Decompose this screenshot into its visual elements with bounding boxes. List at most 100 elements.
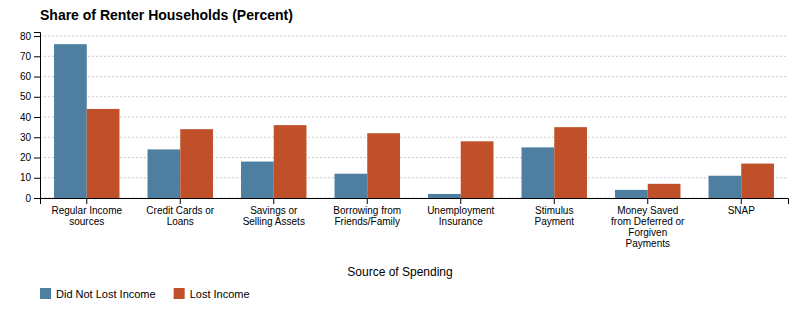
x-tick-label: SNAP	[728, 205, 756, 216]
x-tick-mark	[86, 198, 87, 204]
grid-line	[40, 36, 788, 37]
grid	[40, 36, 788, 198]
x-tick-label-line: Unemployment	[427, 205, 494, 216]
y-tick-mark	[34, 36, 40, 37]
y-tick: 70	[20, 51, 40, 62]
x-tick-mark	[554, 198, 555, 204]
y-tick-label: 40	[20, 112, 32, 123]
x-tick: StimulusPayment	[535, 198, 575, 227]
y-tick-label: 50	[20, 91, 32, 102]
y-tick: 10	[20, 172, 40, 183]
x-tick-mark	[647, 198, 648, 204]
x-tick: Borrowing fromFriends/Family	[333, 198, 401, 227]
x-tick-label: Savings orSelling Assets	[243, 205, 305, 227]
x-tick-label: Borrowing fromFriends/Family	[333, 205, 401, 227]
x-tick-mark	[460, 198, 461, 204]
bar	[648, 184, 681, 198]
x-tick-label-line: Insurance	[439, 216, 483, 227]
x-tick-label-line: from Deferred or	[611, 216, 685, 227]
grid-line	[40, 137, 788, 138]
bars	[54, 44, 774, 198]
y-tick-label: 70	[20, 51, 32, 62]
y-tick-mark	[34, 117, 40, 118]
x-tick: Regular Incomesources	[51, 198, 122, 227]
x-tick-label-line: Selling Assets	[243, 216, 305, 227]
y-axis-line	[34, 33, 41, 199]
x-tick: Money Savedfrom Deferred orForgivenPayme…	[611, 198, 685, 249]
y-tick-mark	[34, 56, 40, 57]
x-tick-label: StimulusPayment	[535, 205, 575, 227]
bar-series	[54, 44, 741, 198]
x-tick-label-line: Friends/Family	[334, 216, 400, 227]
y-tick-label: 20	[20, 152, 32, 163]
bar	[461, 141, 494, 198]
legend: Did Not Lost Income Lost Income	[40, 288, 250, 300]
bar	[428, 194, 461, 198]
y-tick: 80	[20, 31, 40, 42]
bar	[741, 164, 774, 198]
x-tick-label: Money Savedfrom Deferred orForgivenPayme…	[611, 205, 685, 249]
x-tick-label-line: sources	[69, 216, 104, 227]
y-tick-mark	[34, 77, 40, 78]
x-axis-title: Source of Spending	[347, 265, 452, 279]
bar	[615, 190, 648, 198]
x-tick-mark	[741, 198, 742, 204]
bar	[54, 44, 87, 198]
legend-label: Did Not Lost Income	[56, 288, 156, 300]
grid-line	[40, 96, 788, 97]
y-tick-label: 80	[20, 31, 32, 42]
y-tick: 30	[20, 132, 40, 143]
x-tick-label-line: Payments	[626, 238, 670, 249]
x-tick-label-line: Money Saved	[617, 205, 678, 216]
bar	[148, 149, 181, 198]
y-axis: 0 10 20 30 40 50 60 70 80	[20, 31, 41, 204]
x-tick-label: UnemploymentInsurance	[427, 205, 494, 227]
x-tick-label-line: Savings or	[250, 205, 298, 216]
x-tick-label-line: Stimulus	[535, 205, 573, 216]
x-tick: UnemploymentInsurance	[427, 198, 494, 227]
x-axis-line	[41, 199, 789, 205]
x-tick-label: Credit Cards orLoans	[146, 205, 214, 227]
grid-line	[40, 117, 788, 118]
bar	[709, 176, 742, 198]
y-tick-mark	[34, 198, 40, 199]
x-axis: Regular Incomesources Credit Cards orLoan…	[41, 198, 789, 249]
y-tick-mark	[34, 178, 40, 179]
x-tick: Savings orSelling Assets	[243, 198, 305, 227]
bar	[87, 109, 120, 198]
legend-item: Lost Income	[174, 288, 250, 300]
bar	[367, 133, 400, 198]
y-tick-mark	[34, 158, 40, 159]
x-tick-label-line: Payment	[535, 216, 575, 227]
grid-line	[40, 76, 788, 77]
x-tick-label-line: Credit Cards or	[146, 205, 214, 216]
bar-series	[87, 109, 774, 198]
legend-swatch	[40, 288, 51, 299]
legend-item: Did Not Lost Income	[40, 288, 156, 300]
plot: 0 10 20 30 40 50 60 70 80 Regular Incomesources Cr…	[20, 31, 789, 249]
y-tick-mark	[34, 137, 40, 138]
y-tick: 60	[20, 71, 40, 82]
y-tick: 40	[20, 112, 40, 123]
legend-label: Lost Income	[190, 288, 250, 300]
y-tick-label: 0	[25, 193, 31, 204]
y-tick-label: 10	[20, 172, 32, 183]
x-tick-mark	[180, 198, 181, 204]
x-tick-label-line: Forgiven	[628, 227, 667, 238]
x-tick-label: Regular Incomesources	[51, 205, 122, 227]
bar	[335, 174, 368, 198]
y-tick: 50	[20, 91, 40, 102]
x-tick-label-line: Borrowing from	[333, 205, 401, 216]
title: Share of Renter Households (Percent)	[40, 7, 293, 23]
legend-swatch	[174, 288, 185, 299]
y-tick-label: 30	[20, 132, 32, 143]
chart: 0 10 20 30 40 50 60 70 80 Regular Incomesources Cr…	[0, 0, 800, 310]
bar	[180, 129, 213, 198]
x-tick-mark	[367, 198, 368, 204]
x-tick: SNAP	[728, 198, 756, 216]
y-tick-mark	[34, 97, 40, 98]
y-tick: 20	[20, 152, 40, 163]
bar	[522, 147, 555, 198]
bar	[241, 162, 274, 198]
x-tick-label-line: Loans	[167, 216, 194, 227]
